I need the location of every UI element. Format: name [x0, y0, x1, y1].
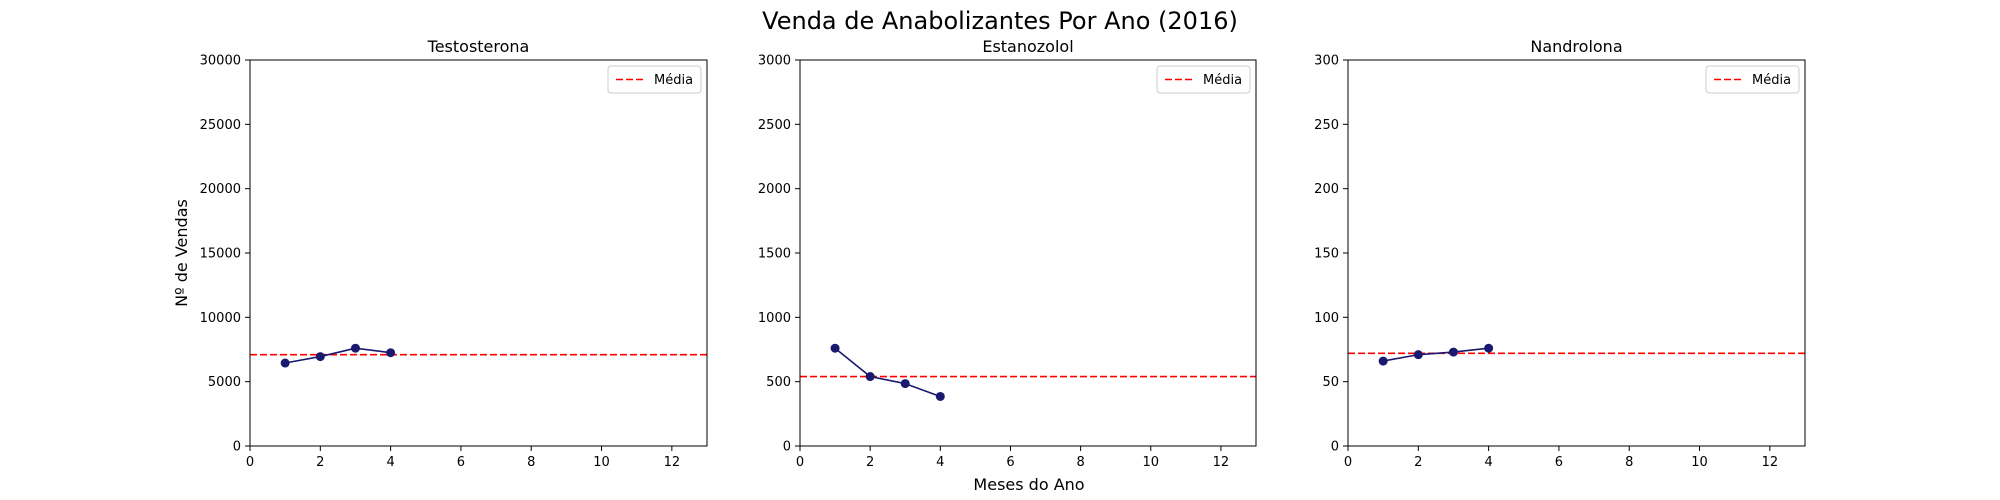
x-tick-label: 12 [1762, 455, 1779, 470]
x-tick-label: 4 [936, 455, 944, 470]
axes-frame [249, 59, 708, 447]
data-point [935, 391, 945, 401]
y-tick-label: 500 [766, 375, 791, 390]
legend-box [1705, 65, 1800, 94]
series-line [834, 347, 941, 398]
series-line [285, 347, 391, 364]
series-line [1383, 347, 1489, 362]
y-tick-label: 0 [233, 440, 241, 455]
y-axis-label: Nº de Vendas [172, 199, 191, 307]
legend-label: Média [1752, 73, 1791, 88]
data-point [1413, 350, 1423, 360]
y-tick-label: 3000 [758, 54, 791, 69]
data-point [280, 358, 290, 368]
x-tick-label: 2 [866, 455, 874, 470]
x-tick-label: 6 [457, 455, 465, 470]
y-tick-label: 2000 [758, 182, 791, 197]
x-tick-label: 6 [1555, 455, 1563, 470]
y-tick-label: 0 [1331, 440, 1339, 455]
y-tick-label: 50 [1322, 375, 1339, 390]
legend: Média [1156, 65, 1251, 94]
y-tick-label: 200 [1314, 182, 1339, 197]
data-point [865, 372, 875, 382]
subplot-1: Testosterona 0 2 4 6 8 10 12 0 5000 10000 15000 2000… [200, 37, 708, 470]
data-point [1448, 347, 1458, 357]
y-tick-label: 20000 [200, 182, 241, 197]
x-axis-label: Meses do Ano [973, 475, 1084, 494]
data-point [1378, 356, 1388, 366]
legend: Média [1705, 65, 1800, 94]
data-point [900, 379, 910, 389]
axes-frame [1347, 59, 1806, 447]
legend-label: Média [1203, 73, 1242, 88]
x-tick-label: 0 [1344, 455, 1352, 470]
data-point [350, 343, 360, 353]
y-tick-label: 30000 [200, 54, 241, 69]
x-tick-label: 6 [1006, 455, 1014, 470]
x-tick-label: 12 [664, 455, 681, 470]
x-tick-label: 10 [1142, 455, 1159, 470]
x-tick-label: 8 [527, 455, 535, 470]
subplot-3: Nandrolona 0 2 4 6 8 10 12 0 50 100 150 200 250 300 Méd… [1314, 37, 1806, 470]
x-tick-label: 0 [796, 455, 804, 470]
subplot-title: Nandrolona [1530, 37, 1622, 56]
y-tick-label: 100 [1314, 311, 1339, 326]
legend-box [1156, 65, 1251, 94]
y-tick-label: 10000 [200, 311, 241, 326]
x-tick-label: 2 [1414, 455, 1422, 470]
data-point [1484, 343, 1494, 353]
x-tick-label: 2 [316, 455, 324, 470]
y-tick-label: 300 [1314, 54, 1339, 69]
x-tick-label: 10 [593, 455, 610, 470]
y-tick-label: 25000 [200, 118, 241, 133]
y-tick-label: 250 [1314, 118, 1339, 133]
axes-frame [799, 59, 1257, 447]
x-tick-label: 4 [386, 455, 394, 470]
y-tick-label: 0 [783, 440, 791, 455]
y-tick-label: 15000 [200, 247, 241, 262]
x-tick-label: 12 [1213, 455, 1230, 470]
x-tick-label: 8 [1076, 455, 1084, 470]
y-tick-label: 1000 [758, 311, 791, 326]
x-tick-label: 4 [1484, 455, 1492, 470]
subplot-title: Estanozolol [982, 37, 1073, 56]
subplot-2: Estanozolol 0 2 4 6 8 10 12 0 500 1000 1500 2000 2500… [758, 37, 1257, 470]
y-tick-label: 5000 [208, 375, 241, 390]
y-tick-label: 150 [1314, 247, 1339, 262]
data-point [315, 352, 325, 362]
legend: Média [607, 65, 702, 94]
chart-title: Venda de Anabolizantes Por Ano (2016) [762, 7, 1238, 35]
data-point [830, 343, 840, 353]
x-tick-label: 10 [1691, 455, 1708, 470]
legend-box [607, 65, 702, 94]
subplot-title: Testosterona [427, 37, 530, 56]
legend-label: Média [654, 73, 693, 88]
x-tick-label: 8 [1625, 455, 1633, 470]
x-tick-label: 0 [246, 455, 254, 470]
data-point [386, 348, 396, 358]
y-tick-label: 1500 [758, 247, 791, 262]
y-tick-label: 2500 [758, 118, 791, 133]
